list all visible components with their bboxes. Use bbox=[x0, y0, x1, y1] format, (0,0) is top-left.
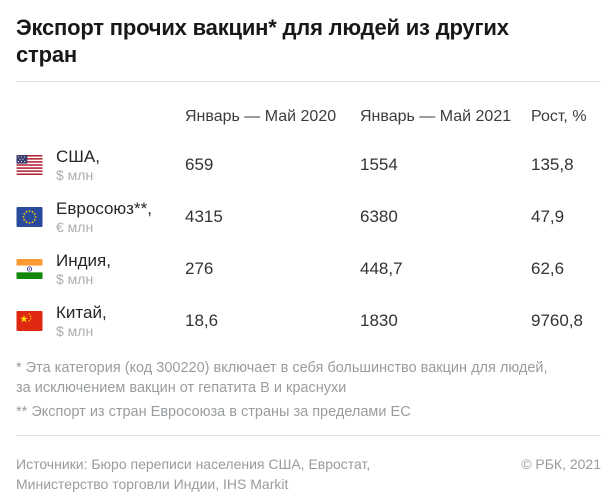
table-row: Китай, $ млн 18,6 1830 9760,8 bbox=[16, 295, 601, 347]
country-label: Китай, $ млн bbox=[56, 303, 107, 339]
value-growth: 9760,8 bbox=[531, 311, 583, 330]
sources: Источники: Бюро переписи населения США, … bbox=[16, 454, 370, 494]
value-growth: 62,6 bbox=[531, 259, 565, 278]
india-flag-icon bbox=[16, 259, 43, 279]
country-unit: € млн bbox=[56, 219, 94, 235]
country-name: США, bbox=[56, 147, 100, 166]
value-2021: 448,7 bbox=[360, 259, 403, 278]
footer: Источники: Бюро переписи населения США, … bbox=[16, 454, 601, 494]
value-2021: 6380 bbox=[360, 207, 398, 226]
bottom-divider bbox=[16, 435, 601, 436]
footnote-1: * Эта категория (код 300220) включает в … bbox=[16, 358, 601, 398]
column-header-2021: Январь — Май 2021 bbox=[360, 108, 512, 125]
country-label: США, $ млн bbox=[56, 147, 100, 183]
country-unit: $ млн bbox=[56, 167, 94, 183]
sources-line: Министерство торговли Индии, IHS Markit bbox=[16, 476, 289, 492]
footnote-2: ** Экспорт из стран Евросоюза в страны з… bbox=[16, 404, 411, 420]
value-2021: 1830 bbox=[360, 311, 398, 330]
table-row: Индия, $ млн 276 448,7 62,6 bbox=[16, 243, 601, 295]
country-cell: Индия, $ млн bbox=[16, 251, 185, 287]
country-name: Китай, bbox=[56, 303, 107, 322]
value-2020: 659 bbox=[185, 155, 214, 174]
value-2020: 276 bbox=[185, 259, 214, 278]
value-2020: 18,6 bbox=[185, 311, 219, 330]
value-growth: 47,9 bbox=[531, 207, 565, 226]
china-flag-icon bbox=[16, 311, 43, 331]
table-row: США, $ млн 659 1554 135,8 bbox=[16, 139, 601, 191]
usa-flag-icon bbox=[16, 155, 43, 175]
column-header-2020: Январь — Май 2020 bbox=[185, 108, 337, 125]
value-2020: 4315 bbox=[185, 207, 223, 226]
country-cell: Китай, $ млн bbox=[16, 303, 185, 339]
footnote-line: * Эта категория (код 300220) включает в … bbox=[16, 360, 548, 376]
page-title: Экспорт прочих вакцин* для людей из друг… bbox=[16, 15, 509, 67]
table-body: США, $ млн 659 1554 135,8 bbox=[16, 139, 601, 347]
country-name: Евросоюз**, bbox=[56, 199, 152, 218]
country-cell: Евросоюз**, € млн bbox=[16, 199, 185, 235]
eu-flag-icon bbox=[16, 207, 43, 227]
country-unit: $ млн bbox=[56, 271, 94, 287]
country-cell: США, $ млн bbox=[16, 147, 185, 183]
country-unit: $ млн bbox=[56, 323, 94, 339]
copyright: © РБК, 2021 bbox=[521, 456, 601, 472]
column-header-growth: Рост, % bbox=[531, 108, 587, 125]
country-label: Индия, $ млн bbox=[56, 251, 111, 287]
country-label: Евросоюз**, € млн bbox=[56, 199, 152, 235]
column-header-country bbox=[16, 107, 185, 126]
table-row: Евросоюз**, € млн 4315 6380 47,9 bbox=[16, 191, 601, 243]
footnotes: * Эта категория (код 300220) включает в … bbox=[16, 358, 601, 422]
value-2021: 1554 bbox=[360, 155, 398, 174]
footnote-line: за исключением вакцин от гепатита B и кр… bbox=[16, 380, 347, 396]
sources-line: Источники: Бюро переписи населения США, … bbox=[16, 456, 371, 472]
country-name: Индия, bbox=[56, 251, 111, 270]
top-divider bbox=[16, 81, 601, 82]
value-growth: 135,8 bbox=[531, 155, 574, 174]
table-header: Январь — Май 2020 Январь — Май 2021 Рост… bbox=[16, 107, 601, 126]
